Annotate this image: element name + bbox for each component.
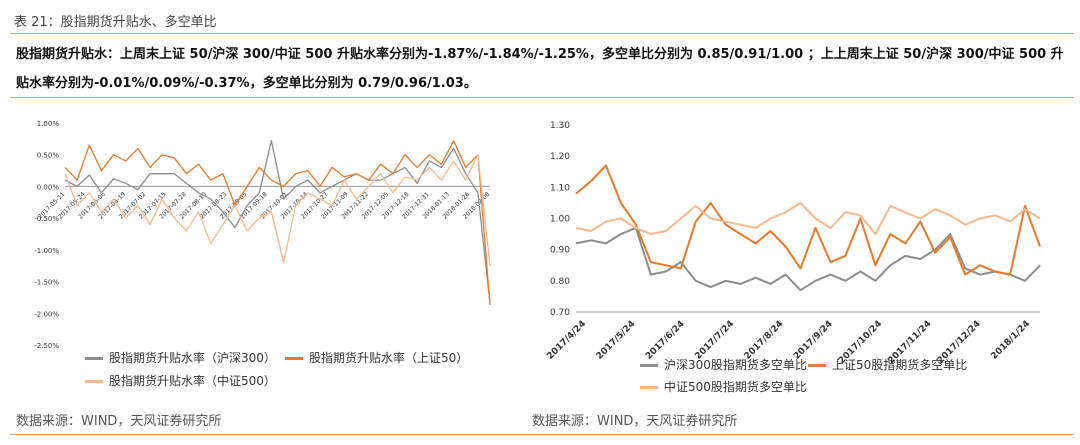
y-tick-label: -1.50% — [34, 279, 59, 287]
series-line-0 — [575, 226, 1041, 292]
legend-hs300-ratio: 沪深300股指期货多空单比 — [640, 356, 807, 373]
legend-label-hs300-ratio: 沪深300股指期货多空单比 — [664, 358, 807, 372]
y-tick-label: 0.80 — [550, 277, 570, 287]
y-tick-label: 1.30 — [550, 121, 570, 131]
y-tick-label: 0.00% — [37, 183, 60, 191]
footer-divider — [10, 434, 1074, 435]
legend-swatch-hs300-ratio — [640, 364, 658, 367]
x-tick-label: 2018/1/24 — [989, 319, 1032, 362]
y-tick-label: -1.00% — [34, 247, 59, 255]
series-line-0 — [64, 140, 491, 304]
y-tick-label: -0.50% — [34, 215, 59, 223]
source-note-left: 数据来源：WIND，天风证券研究所 — [16, 414, 222, 429]
y-tick-label: -2.00% — [34, 310, 59, 318]
y-tick-label: 0.50% — [37, 152, 60, 160]
legend-zz500-ratio: 中证500股指期货多空单比 — [640, 378, 807, 395]
series-line-1 — [64, 140, 491, 306]
legend-label-sz50-ratio: 上证50股指期货多空单比 — [832, 358, 968, 372]
y-tick-label: 1.20 — [550, 152, 570, 162]
basis-chart: 1.00% 0.50% 0.00% -0.50% -1.00% -1.50% -2.00% -… — [34, 120, 491, 350]
legend-hs300-basis: 股指期货升贴水率（沪深300） — [85, 349, 276, 366]
series-line-2 — [64, 154, 491, 266]
y-tick-label: 1.10 — [550, 183, 570, 193]
legend-swatch-zz500 — [85, 380, 103, 383]
legend-label-zz500-ratio: 中证500股指期货多空单比 — [664, 380, 807, 394]
series-line-2 — [575, 201, 1041, 236]
legend-sz50-basis: 股指期货升贴水率（上证50） — [285, 349, 468, 366]
legend-label-zz500: 股指期货升贴水率（中证500） — [109, 374, 276, 388]
legend-swatch-sz50 — [285, 357, 303, 360]
summary-text: 股指期货升贴水：上周末上证 50/沪深 300/中证 500 升贴水率分别为-1… — [16, 47, 1064, 91]
legend-label-hs300: 股指期货升贴水率（沪深300） — [109, 351, 276, 365]
header-divider — [10, 33, 1074, 34]
source-note-right: 数据来源：WIND，天风证券研究所 — [532, 414, 738, 429]
y-tick-label: 0.90 — [550, 246, 570, 256]
series-line-1 — [575, 164, 1041, 276]
y-tick-label: 1.00% — [37, 120, 60, 128]
x-tick-label: 2017/4/24 — [545, 319, 588, 362]
y-tick-label: 0.70 — [550, 308, 570, 318]
legend-label-sz50: 股指期货升贴水率（上证50） — [309, 351, 469, 365]
x-tick-label: 2017/5/24 — [595, 319, 638, 362]
y-tick-label: -2.50% — [34, 342, 59, 350]
legend-swatch-zz500-ratio — [640, 386, 658, 389]
legend-swatch-hs300 — [85, 357, 103, 360]
y-tick-label: 1.00 — [550, 215, 570, 225]
legend-sz50-ratio: 上证50股指期货多空单比 — [808, 356, 967, 373]
table-title: 表 21：股指期货升贴水、多空单比 — [14, 15, 217, 30]
legend-swatch-sz50-ratio — [808, 364, 826, 367]
legend-zz500-basis: 股指期货升贴水率（中证500） — [85, 372, 276, 389]
summary-divider — [10, 97, 1074, 98]
